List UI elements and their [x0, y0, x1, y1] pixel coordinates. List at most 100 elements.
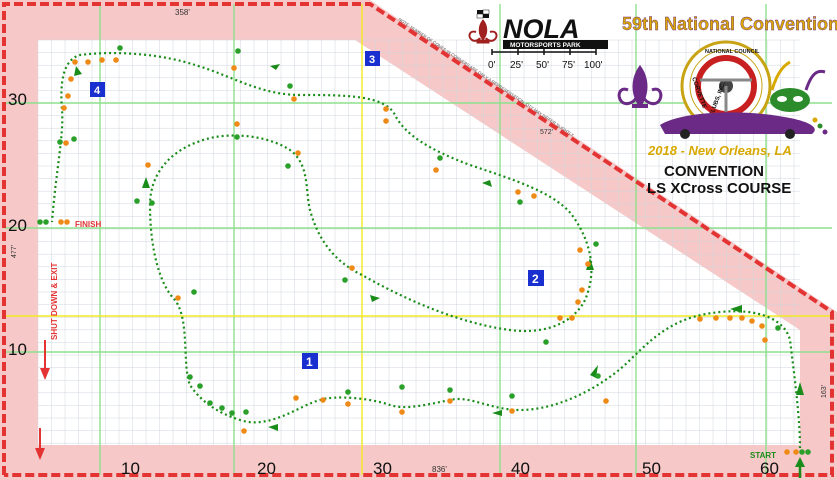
convention-title: 59th National Convention [622, 14, 837, 34]
cone [433, 167, 439, 173]
dimension-left: 477' [11, 245, 18, 258]
cone [229, 410, 235, 416]
cone [531, 193, 537, 199]
cone [145, 162, 151, 168]
cone [775, 325, 781, 331]
direction-arrow [268, 424, 278, 431]
cone [58, 219, 64, 225]
nola-logo-subtext: MOTORSPORTS PARK [510, 42, 581, 49]
cone [285, 163, 291, 169]
cone [197, 383, 203, 389]
direction-arrow [492, 410, 502, 416]
cone [447, 398, 453, 404]
cone [149, 200, 155, 206]
cone [383, 118, 389, 124]
marker-1-label: 1 [306, 355, 313, 369]
marker-3-label: 3 [369, 54, 375, 66]
cone [207, 400, 213, 406]
cone [243, 409, 249, 415]
cones [37, 45, 811, 455]
course-path [50, 51, 802, 449]
badge-top-text: NATIONAL COUNCIL [705, 49, 760, 55]
cone [595, 373, 601, 379]
cone [287, 83, 293, 89]
cone [579, 287, 585, 293]
cone [64, 219, 70, 225]
scale-tick-100: 100' [584, 60, 603, 71]
x-label-40: 40 [511, 459, 530, 478]
cone [234, 134, 240, 140]
cone [241, 428, 247, 434]
cone [72, 59, 78, 65]
direction-arrows [74, 64, 804, 431]
cone [113, 57, 119, 63]
direction-arrow [74, 66, 82, 76]
cone [65, 93, 71, 99]
cone [37, 219, 43, 225]
x-label-30: 30 [373, 459, 392, 478]
cone [437, 155, 443, 161]
y-label-30: 30 [8, 90, 27, 109]
cone [99, 57, 105, 63]
direction-arrow [796, 382, 804, 395]
cone [799, 449, 805, 455]
start-label: START [750, 451, 776, 460]
cone [784, 449, 790, 455]
direction-arrow [270, 64, 280, 70]
cone [134, 198, 140, 204]
cone [71, 136, 77, 142]
y-label-10: 10 [8, 340, 27, 359]
convention-logo: 59th National Convention NATIONAL COUNCI… [617, 14, 837, 158]
cone [557, 315, 563, 321]
cone [793, 449, 799, 455]
beads-icon [812, 117, 828, 135]
shutdown-arrow [40, 340, 50, 380]
cone [383, 106, 389, 112]
x-label-60: 60 [760, 459, 779, 478]
cone [117, 45, 123, 51]
marker-4-label: 4 [94, 85, 101, 97]
nola-logo-text: NOLA [503, 14, 580, 44]
cone [187, 374, 193, 380]
cone [293, 395, 299, 401]
scale-tick-75: 75' [562, 60, 575, 71]
paved-area [38, 40, 800, 445]
cone [603, 398, 609, 404]
course-title-line-2: LS XCross COURSE [647, 180, 791, 197]
cone [575, 299, 581, 305]
dimension-diagonal: 572' [540, 129, 553, 136]
major-grid [4, 4, 832, 475]
direction-arrow [370, 295, 380, 302]
cone [235, 48, 241, 54]
cone [805, 449, 811, 455]
cone [697, 316, 703, 322]
x-label-10: 10 [121, 459, 140, 478]
cone [349, 265, 355, 271]
cone [517, 199, 523, 205]
fleur-de-lis-icon [468, 19, 498, 44]
cone [399, 409, 405, 415]
scale-tick-0: 0' [488, 60, 496, 71]
direction-arrow [730, 305, 742, 313]
finish-label: FINISH [75, 220, 101, 229]
cone [43, 219, 49, 225]
cone [61, 105, 67, 111]
y-label-20: 20 [8, 216, 27, 235]
checkered-flag-icon [476, 9, 490, 19]
shutdown-exit-label: SHUT DOWN & EXIT [50, 263, 59, 340]
cone [593, 241, 599, 247]
nola-logo: NOLA MOTORSPORTS PARK [468, 9, 608, 49]
scale-tick-50: 50' [536, 60, 549, 71]
cone [175, 295, 181, 301]
cone [713, 315, 719, 321]
course-title-line-1: CONVENTION [664, 163, 764, 180]
cone [543, 339, 549, 345]
marker-3: 3 [365, 51, 380, 66]
cone [295, 150, 301, 156]
dimension-bottom: 836' [432, 465, 447, 474]
cone [291, 96, 297, 102]
cone [345, 401, 351, 407]
cone [68, 76, 74, 82]
dimension-top: 358' [175, 8, 190, 17]
